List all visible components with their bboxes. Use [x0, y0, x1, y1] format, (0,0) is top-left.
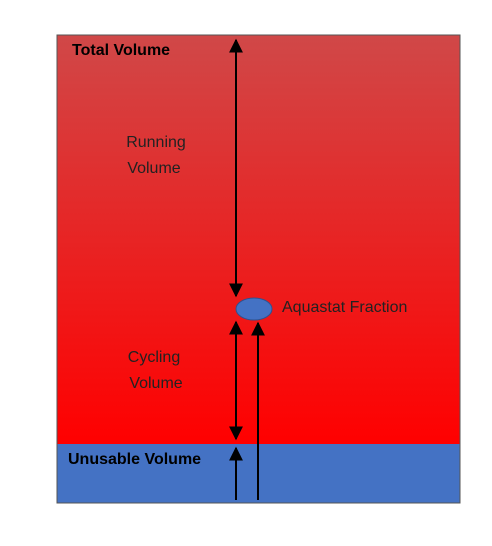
aquastat-marker: [235, 297, 273, 321]
cycling-volume-label: Volume: [129, 375, 182, 392]
aquastat-fraction-label: Aquastat Fraction: [282, 299, 407, 316]
running-volume-label: Running: [126, 134, 186, 151]
unusable-volume-label: Unusable Volume: [68, 451, 201, 468]
total-volume-label: Total Volume: [72, 42, 170, 59]
cycling-volume-label: Cycling: [128, 349, 180, 366]
running-volume-label: Volume: [127, 160, 180, 177]
tank-outline: [56, 34, 461, 504]
